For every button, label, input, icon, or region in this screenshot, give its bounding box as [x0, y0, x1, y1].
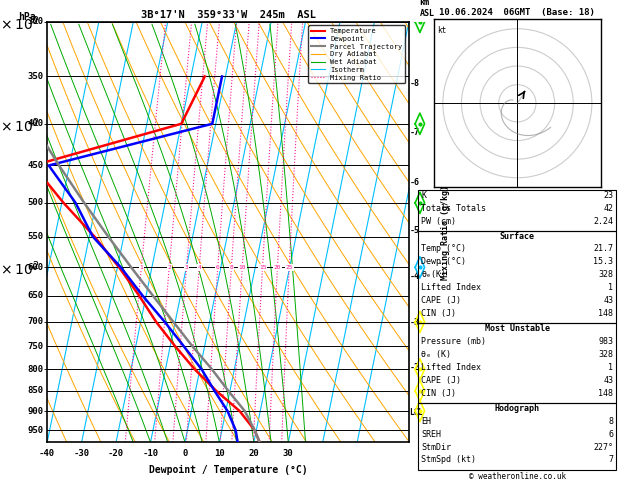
Text: 43: 43 — [603, 296, 613, 305]
Text: StmSpd (kt): StmSpd (kt) — [421, 455, 476, 465]
Text: 350: 350 — [28, 72, 43, 81]
Text: 43: 43 — [603, 376, 613, 385]
Text: © weatheronline.co.uk: © weatheronline.co.uk — [469, 472, 566, 481]
Text: 1: 1 — [140, 265, 143, 270]
Text: 20: 20 — [248, 449, 259, 458]
Text: 600: 600 — [28, 263, 43, 272]
Text: 7: 7 — [608, 455, 613, 465]
Text: 10: 10 — [238, 265, 246, 270]
Text: 3: 3 — [185, 265, 189, 270]
Text: 1: 1 — [608, 363, 613, 372]
Text: -4: -4 — [409, 272, 420, 281]
Text: CAPE (J): CAPE (J) — [421, 376, 462, 385]
Text: 950: 950 — [28, 426, 43, 434]
Text: LCL: LCL — [409, 408, 423, 417]
Text: 10: 10 — [214, 449, 225, 458]
Text: CAPE (J): CAPE (J) — [421, 296, 462, 305]
Text: 25: 25 — [286, 265, 293, 270]
Legend: Temperature, Dewpoint, Parcel Trajectory, Dry Adiabat, Wet Adiabat, Isotherm, Mi: Temperature, Dewpoint, Parcel Trajectory… — [308, 25, 405, 83]
Text: 2: 2 — [167, 265, 171, 270]
Text: θₑ (K): θₑ (K) — [421, 350, 452, 359]
Text: 900: 900 — [28, 406, 43, 416]
Text: -3: -3 — [409, 318, 420, 327]
Text: 328: 328 — [598, 270, 613, 279]
Text: 2.24: 2.24 — [593, 217, 613, 226]
Text: 227°: 227° — [593, 443, 613, 451]
Text: kt: kt — [437, 26, 446, 35]
Text: Dewp (°C): Dewp (°C) — [421, 258, 467, 266]
Text: 15.3: 15.3 — [593, 258, 613, 266]
Text: -40: -40 — [39, 449, 55, 458]
Text: 983: 983 — [598, 337, 613, 346]
Text: -5: -5 — [409, 226, 420, 235]
Text: 8: 8 — [608, 417, 613, 426]
Text: km
ASL: km ASL — [420, 0, 435, 17]
Text: K: K — [421, 191, 426, 200]
Text: Temp (°C): Temp (°C) — [421, 244, 467, 254]
Text: -7: -7 — [409, 128, 420, 137]
Text: Most Unstable: Most Unstable — [485, 324, 550, 333]
Text: -6: -6 — [409, 178, 420, 187]
Text: 23: 23 — [603, 191, 613, 200]
Text: -30: -30 — [74, 449, 90, 458]
Text: 10.06.2024  06GMT  (Base: 18): 10.06.2024 06GMT (Base: 18) — [440, 8, 595, 17]
Text: 850: 850 — [28, 386, 43, 395]
Text: 4: 4 — [198, 265, 201, 270]
Text: 800: 800 — [28, 365, 43, 374]
Text: 20: 20 — [274, 265, 281, 270]
Text: 30: 30 — [283, 449, 294, 458]
Text: 0: 0 — [182, 449, 187, 458]
Text: 550: 550 — [28, 232, 43, 241]
Text: Totals Totals: Totals Totals — [421, 204, 486, 213]
Text: CIN (J): CIN (J) — [421, 309, 457, 318]
Text: EH: EH — [421, 417, 431, 426]
Text: 450: 450 — [28, 161, 43, 170]
Text: -10: -10 — [142, 449, 159, 458]
Text: 750: 750 — [28, 342, 43, 351]
Text: 15: 15 — [259, 265, 266, 270]
Text: 42: 42 — [603, 204, 613, 213]
Text: CIN (J): CIN (J) — [421, 389, 457, 398]
Text: Hodograph: Hodograph — [495, 404, 540, 413]
Text: StmDir: StmDir — [421, 443, 452, 451]
Text: SREH: SREH — [421, 430, 442, 439]
Text: 300: 300 — [28, 17, 43, 26]
Text: 650: 650 — [28, 291, 43, 300]
Text: 148: 148 — [598, 309, 613, 318]
Text: PW (cm): PW (cm) — [421, 217, 457, 226]
Title: 3B°17'N  359°33'W  245m  ASL: 3B°17'N 359°33'W 245m ASL — [140, 10, 316, 20]
Text: 500: 500 — [28, 198, 43, 208]
Text: hPa: hPa — [18, 12, 36, 22]
Text: Lifted Index: Lifted Index — [421, 363, 481, 372]
Text: 6: 6 — [216, 265, 220, 270]
Text: Pressure (mb): Pressure (mb) — [421, 337, 486, 346]
Text: -8: -8 — [409, 79, 420, 88]
Text: Dewpoint / Temperature (°C): Dewpoint / Temperature (°C) — [148, 466, 308, 475]
Text: 8: 8 — [230, 265, 233, 270]
Text: 21.7: 21.7 — [593, 244, 613, 254]
Text: 148: 148 — [598, 389, 613, 398]
Text: 700: 700 — [28, 317, 43, 327]
Text: Lifted Index: Lifted Index — [421, 283, 481, 292]
Text: 400: 400 — [28, 119, 43, 128]
Text: θₑ(K): θₑ(K) — [421, 270, 447, 279]
Text: 6: 6 — [608, 430, 613, 439]
Text: Mixing Ratio (g/kg): Mixing Ratio (g/kg) — [440, 185, 450, 279]
Text: Surface: Surface — [500, 232, 535, 241]
Text: -2: -2 — [409, 363, 420, 372]
Text: -20: -20 — [108, 449, 124, 458]
Text: 1: 1 — [608, 283, 613, 292]
Text: 328: 328 — [598, 350, 613, 359]
